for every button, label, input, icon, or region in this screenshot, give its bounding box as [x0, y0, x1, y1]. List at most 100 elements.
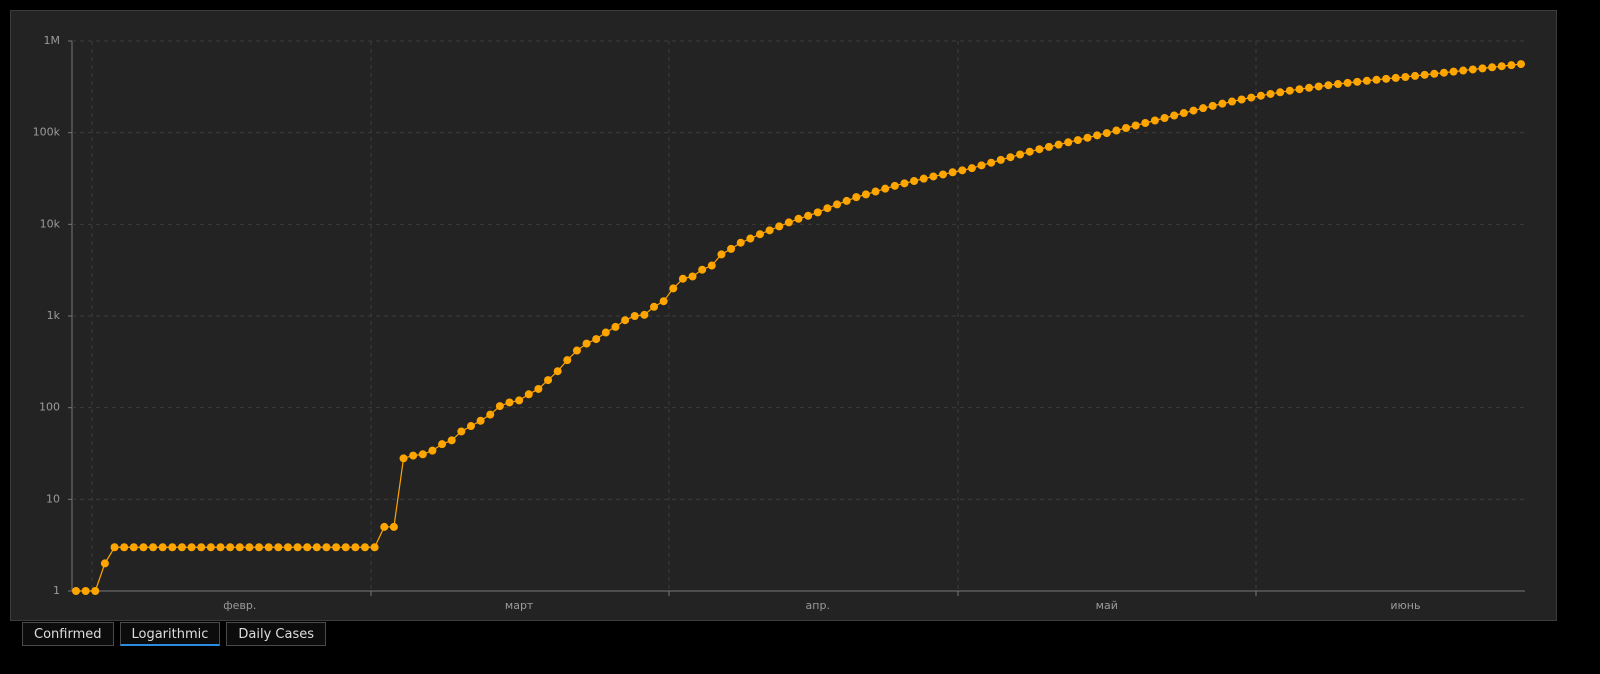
- point: [495, 402, 504, 411]
- tab[interactable]: Confirmed: [22, 622, 114, 646]
- point: [1459, 66, 1468, 75]
- point: [948, 168, 957, 177]
- point: [515, 396, 524, 405]
- point: [1208, 101, 1217, 110]
- point: [409, 451, 418, 460]
- point: [216, 543, 225, 552]
- point: [755, 230, 764, 239]
- point: [158, 543, 167, 552]
- point: [611, 322, 620, 331]
- point: [361, 543, 369, 552]
- point: [1122, 124, 1131, 133]
- point: [177, 543, 186, 552]
- point: [1016, 150, 1025, 159]
- point: [1073, 136, 1082, 145]
- point: [650, 302, 658, 311]
- point: [351, 543, 360, 552]
- point: [370, 543, 379, 552]
- point: [1150, 116, 1159, 125]
- point: [1189, 106, 1198, 115]
- point: [1044, 142, 1053, 151]
- point: [110, 543, 119, 552]
- y-tick-label: 100k: [33, 126, 61, 139]
- point: [1256, 91, 1265, 100]
- point: [255, 543, 264, 552]
- y-tick-label: 1M: [44, 34, 61, 47]
- point: [736, 238, 745, 247]
- point: [1430, 69, 1439, 78]
- point: [1314, 82, 1323, 91]
- point: [1228, 97, 1236, 106]
- point: [129, 543, 138, 552]
- point: [226, 543, 235, 552]
- point: [958, 166, 967, 175]
- point: [1420, 70, 1429, 79]
- point: [919, 174, 928, 183]
- point: [746, 234, 755, 243]
- point: [1295, 85, 1304, 94]
- point: [1333, 80, 1342, 89]
- x-tick-label: февр.: [223, 599, 256, 612]
- x-tick-label: июнь: [1390, 599, 1420, 612]
- point: [1064, 138, 1073, 147]
- point: [1305, 83, 1314, 92]
- point: [428, 446, 437, 455]
- point: [1411, 71, 1420, 80]
- point: [717, 250, 726, 259]
- point: [1179, 109, 1188, 118]
- point: [534, 384, 543, 393]
- point: [187, 543, 196, 552]
- point: [967, 164, 976, 173]
- point: [72, 587, 80, 595]
- point: [640, 310, 649, 319]
- point: [842, 196, 851, 205]
- point: [149, 543, 158, 552]
- point: [977, 161, 986, 170]
- point: [910, 176, 919, 185]
- point: [890, 181, 899, 190]
- point: [582, 339, 591, 348]
- point: [678, 274, 687, 283]
- point: [813, 208, 822, 217]
- point: [1083, 133, 1092, 142]
- point: [245, 543, 254, 552]
- point: [1478, 64, 1487, 73]
- point: [996, 155, 1005, 164]
- point: [1025, 147, 1034, 156]
- point: [438, 440, 447, 449]
- point: [939, 170, 947, 179]
- tab-bar: Confirmed Logarithmic Daily Cases: [22, 622, 327, 646]
- point: [775, 222, 784, 231]
- y-tick-label: 1: [53, 584, 60, 597]
- tab[interactable]: Daily Cases: [226, 622, 327, 646]
- point: [399, 454, 408, 463]
- point: [1372, 75, 1381, 84]
- point: [669, 284, 678, 293]
- point: [1439, 68, 1448, 77]
- point: [1517, 60, 1525, 69]
- x-tick-label: апр.: [806, 599, 830, 612]
- point: [303, 543, 312, 552]
- tab[interactable]: Logarithmic: [119, 622, 221, 646]
- point: [765, 226, 774, 235]
- point: [322, 543, 331, 552]
- point: [81, 587, 90, 595]
- point: [524, 390, 533, 399]
- point: [544, 376, 553, 385]
- point: [601, 328, 610, 337]
- point: [572, 346, 581, 355]
- point: [881, 184, 890, 193]
- point: [852, 193, 861, 202]
- point: [1353, 77, 1362, 86]
- point: [563, 356, 572, 365]
- point: [1266, 89, 1275, 98]
- x-tick-label: май: [1096, 599, 1118, 612]
- point: [1199, 104, 1208, 113]
- y-tick-label: 10k: [40, 217, 61, 230]
- point: [380, 522, 389, 531]
- point: [418, 450, 427, 459]
- point: [1141, 118, 1150, 127]
- point: [168, 543, 177, 552]
- point: [784, 218, 793, 227]
